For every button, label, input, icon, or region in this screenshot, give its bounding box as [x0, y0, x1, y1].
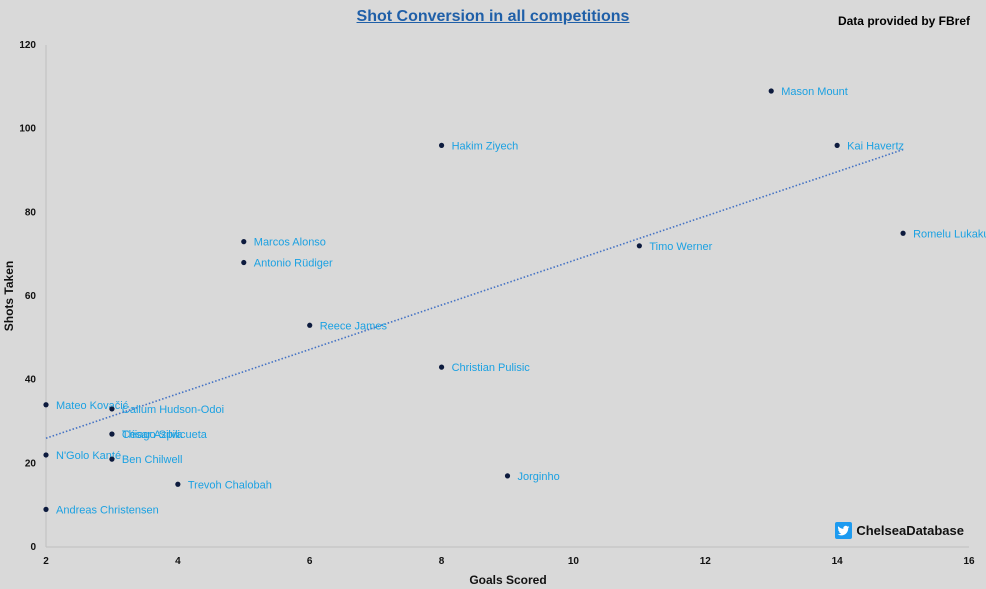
x-tick-label: 4 — [175, 556, 181, 567]
y-tick-label: 120 — [19, 40, 36, 51]
data-point-group: Mateo Kovačić — [43, 400, 129, 412]
trendline-line — [45, 148, 904, 439]
data-point-group: Reece James — [307, 320, 387, 332]
y-tick-label: 0 — [30, 542, 36, 553]
data-point-group: Mason Mount — [768, 86, 848, 98]
data-point-group: Callum Hudson-Odoi — [109, 404, 224, 416]
data-point — [768, 88, 774, 94]
data-point — [175, 481, 181, 487]
data-point — [109, 406, 115, 412]
data-point-label: Marcos Alonso — [254, 237, 326, 249]
data-point-group: Thiago Silva — [109, 429, 183, 441]
data-point — [834, 142, 840, 148]
data-point-group: Romelu Lukaku — [900, 228, 986, 240]
trendline — [45, 148, 904, 439]
data-point-label: Reece James — [320, 320, 388, 332]
y-axis-title: Shots Taken — [2, 261, 16, 331]
data-point — [241, 239, 247, 245]
data-point-label: Jorginho — [518, 471, 560, 483]
data-point-label: Romelu Lukaku — [913, 228, 986, 240]
y-tick-label: 80 — [25, 207, 37, 218]
data-point-label: N'Golo Kanté — [56, 450, 121, 462]
data-point-group: Trevoh Chalobah — [175, 479, 272, 491]
data-point-label: Hakim Ziyech — [452, 140, 519, 152]
data-point-label: César Azpilicueta — [122, 429, 208, 441]
data-point-group: Christian Pulisic — [438, 362, 531, 374]
y-tick-label: 100 — [19, 124, 36, 135]
data-points: Mason Mount Kai Havertz Hakim Ziyech Romelu… — [43, 86, 986, 516]
data-point — [109, 456, 115, 462]
x-tick-label: 14 — [832, 556, 844, 567]
data-point — [307, 322, 313, 328]
data-point-group: Ben Chilwell — [109, 454, 182, 466]
x-axis-title: Goals Scored — [469, 573, 546, 587]
brand-handle: ChelseaDatabase — [856, 523, 964, 538]
data-point-label: Christian Pulisic — [452, 362, 531, 374]
y-tick-label: 60 — [25, 291, 37, 302]
x-tick-label: 16 — [963, 556, 975, 567]
data-point — [900, 230, 906, 236]
data-point — [109, 431, 115, 437]
brand-watermark: ChelseaDatabase — [835, 522, 964, 539]
data-point-group: Kai Havertz — [834, 140, 904, 152]
data-point-label: Trevoh Chalobah — [188, 479, 272, 491]
data-point — [43, 506, 49, 512]
data-point-label: Antonio Rüdiger — [254, 258, 333, 270]
y-tick-label: 40 — [25, 375, 37, 386]
data-point-group: Antonio Rüdiger — [241, 258, 333, 270]
x-tick-label: 12 — [700, 556, 712, 567]
data-point — [438, 142, 445, 148]
data-point — [504, 473, 511, 479]
data-point-group: Jorginho — [504, 471, 560, 483]
x-tick-label: 10 — [568, 556, 580, 567]
data-point-label: Timo Werner — [649, 241, 712, 253]
twitter-bird-icon — [835, 522, 853, 539]
y-tick-label: 20 — [25, 458, 37, 469]
data-point-label: Thiago Silva — [122, 429, 183, 441]
x-tick-label: 8 — [439, 556, 445, 567]
data-point-group: Hakim Ziyech — [438, 140, 519, 152]
data-point — [43, 452, 49, 458]
data-point-label: Callum Hudson-Odoi — [122, 404, 224, 416]
data-point-label: Andreas Christensen — [56, 504, 159, 516]
data-point-label: Ben Chilwell — [122, 454, 183, 466]
data-point-group: N'Golo Kanté — [43, 450, 121, 462]
data-point-group: Andreas Christensen — [43, 504, 159, 516]
data-source-note: Data provided by FBref — [837, 14, 970, 28]
data-point-label: Mason Mount — [781, 86, 848, 98]
x-tick-label: 6 — [307, 556, 313, 567]
axes: 0 20 40 60 80 100 120 2 4 6 8 10 12 14 16 — [19, 40, 975, 567]
data-point — [636, 243, 642, 249]
data-point-group: Timo Werner — [636, 241, 713, 253]
data-point — [43, 402, 49, 408]
chart-title: Shot Conversion in all competitions — [356, 8, 630, 25]
data-point-label: Kai Havertz — [847, 140, 904, 152]
data-point — [241, 259, 247, 266]
data-point-group: Marcos Alonso — [241, 237, 326, 249]
data-point — [438, 364, 445, 370]
x-tick-label: 2 — [43, 556, 49, 567]
data-point-label: Mateo Kovačić — [56, 400, 129, 412]
